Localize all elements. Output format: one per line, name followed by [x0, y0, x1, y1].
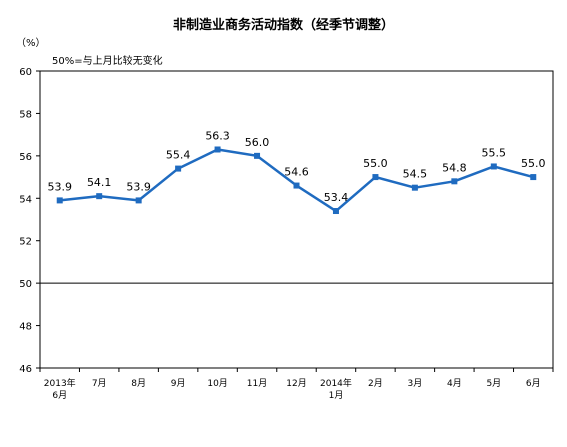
data-label: 55.5	[482, 146, 507, 159]
x-tick-label: 8月	[131, 378, 146, 389]
unit-label: （%）	[16, 38, 46, 49]
x-tick-label: 9月	[171, 378, 186, 389]
x-tick-label: 5月	[486, 378, 501, 389]
y-tick-label: 48	[19, 322, 32, 333]
data-point	[293, 182, 300, 189]
data-label: 56.0	[245, 136, 270, 149]
y-tick-label: 52	[19, 237, 32, 248]
x-tick-label: 12月	[286, 378, 306, 389]
data-point	[530, 174, 537, 181]
data-label: 55.0	[521, 157, 546, 170]
data-point	[175, 165, 182, 172]
data-point	[451, 178, 458, 185]
x-tick-label: 2013年 6月	[44, 377, 76, 401]
data-point	[490, 163, 497, 170]
y-tick-label: 46	[19, 364, 32, 375]
plot-frame	[39, 70, 554, 369]
data-label: 53.4	[324, 191, 349, 204]
data-label: 53.9	[126, 180, 151, 193]
data-label: 56.3	[205, 129, 230, 142]
data-label: 54.1	[87, 176, 112, 189]
data-label: 55.0	[363, 157, 388, 170]
data-label: 53.9	[47, 180, 72, 193]
y-tick-label: 50	[19, 279, 32, 290]
y-tick-label: 56	[19, 152, 32, 163]
x-tick-label: 2月	[368, 378, 383, 389]
data-point	[56, 197, 63, 204]
data-label: 54.8	[442, 161, 467, 174]
data-point	[214, 146, 221, 153]
x-tick-label: 7月	[92, 378, 107, 389]
annotation: 50%=与上月比较无变化	[52, 56, 163, 67]
x-tick-label: 10月	[207, 378, 227, 389]
data-point	[411, 184, 418, 191]
data-point	[254, 152, 261, 159]
data-point	[332, 208, 339, 215]
x-tick-label: 3月	[408, 378, 423, 389]
data-point	[96, 193, 103, 200]
chart-title: 非制造业商务活动指数（经季节调整）	[172, 18, 394, 33]
y-tick-label: 54	[19, 194, 32, 205]
data-label: 54.5	[403, 168, 428, 181]
data-point	[372, 174, 379, 181]
x-tick-label: 6月	[526, 378, 541, 389]
x-tick-label: 11月	[247, 378, 267, 389]
data-point	[135, 197, 142, 204]
y-tick-label: 60	[19, 67, 32, 78]
x-tick-label: 2014年 1月	[320, 377, 352, 401]
y-tick-label: 58	[19, 109, 32, 120]
data-label: 55.4	[166, 149, 191, 162]
data-label: 54.6	[284, 166, 309, 179]
x-tick-label: 4月	[447, 378, 462, 389]
